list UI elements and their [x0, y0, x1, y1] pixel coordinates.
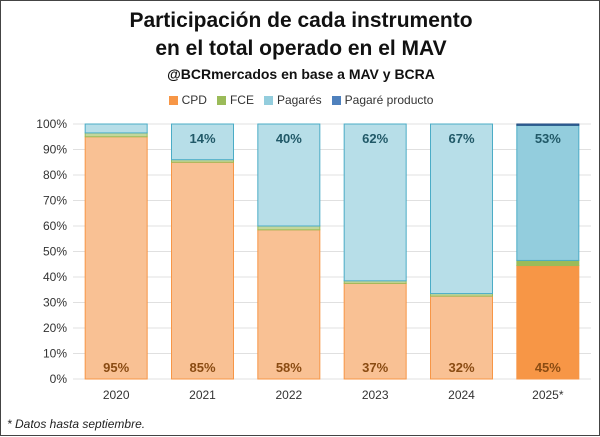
x-tick-label: 2021	[189, 388, 216, 402]
y-tick-label: 10%	[43, 347, 67, 361]
legend-swatch	[216, 95, 226, 105]
x-tick-label: 2024	[448, 388, 475, 402]
y-tick-label: 60%	[43, 219, 67, 233]
legend-label: CPD	[181, 93, 207, 107]
data-label-cpd: 58%	[276, 360, 302, 375]
bar-pagarés	[343, 123, 407, 282]
y-tick-label: 50%	[43, 245, 67, 259]
y-tick-label: 0%	[50, 372, 68, 386]
x-tick-label: 2025*	[532, 388, 564, 402]
y-tick-label: 40%	[43, 270, 67, 284]
bar-pagarés	[516, 124, 580, 261]
data-label-pagares: 53%	[535, 131, 561, 146]
data-label-cpd: 37%	[362, 360, 388, 375]
chart-title-line2: en el total operado en el MAV	[155, 37, 447, 60]
legend-item-0: CPD	[168, 93, 207, 107]
legend-label: FCE	[229, 93, 254, 107]
data-label-cpd: 95%	[103, 360, 129, 375]
data-label-pagares: 14%	[189, 131, 215, 146]
legend-item-2: Pagarés	[263, 93, 322, 107]
bar-cpd	[516, 265, 580, 380]
y-tick-label: 80%	[43, 168, 67, 182]
y-tick-label: 20%	[43, 321, 67, 335]
data-label-cpd: 45%	[535, 360, 561, 375]
bar-pagarés	[430, 123, 493, 295]
legend-item-3: Pagaré producto	[331, 93, 434, 107]
data-label-pagares: 62%	[362, 131, 388, 146]
bar-cpd	[430, 295, 493, 380]
footnote: * Datos hasta septiembre.	[7, 417, 146, 431]
legend-label: Pagarés	[276, 93, 322, 107]
bar-cpd	[171, 161, 234, 380]
bar-cpd	[257, 229, 321, 380]
bar-cpd	[343, 282, 407, 380]
bar-fce	[84, 132, 148, 138]
legend-swatch	[263, 95, 273, 105]
chart-subtitle: @BCRmercados en base a MAV y BCRA	[167, 66, 435, 82]
y-tick-label: 100%	[36, 117, 67, 131]
legend-item-1: FCE	[216, 93, 254, 107]
x-tick-label: 2020	[103, 388, 130, 402]
data-label-pagares: 40%	[276, 131, 302, 146]
bar-pagarés	[257, 123, 321, 227]
bar-pagaré-producto	[516, 123, 580, 126]
legend-swatch	[168, 95, 178, 105]
x-tick-label: 2022	[275, 388, 302, 402]
y-tick-label: 70%	[43, 194, 67, 208]
bar-pagarés	[84, 123, 148, 134]
legend-swatch	[331, 95, 341, 105]
data-label-cpd: 32%	[448, 360, 474, 375]
legend: CPD FCE Pagarés Pagaré producto	[1, 93, 600, 108]
chart-title-line1: Participación de cada instrumento	[129, 9, 473, 32]
y-tick-label: 90%	[43, 143, 67, 157]
bar-pagarés	[171, 123, 234, 161]
bar-cpd	[84, 136, 148, 380]
bar-fce	[257, 225, 321, 231]
y-tick-label: 30%	[43, 296, 67, 310]
legend-label: Pagaré producto	[344, 93, 434, 107]
data-label-pagares: 67%	[448, 131, 474, 146]
x-tick-label: 2023	[362, 388, 389, 402]
data-label-cpd: 85%	[189, 360, 215, 375]
bar-fce	[516, 259, 580, 267]
